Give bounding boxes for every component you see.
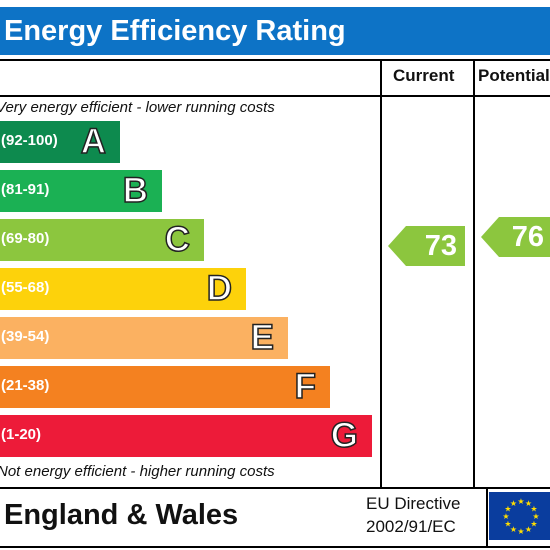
eu-star: ★ — [517, 527, 524, 536]
band-letter: A — [80, 121, 107, 162]
eu-stars: ★ ★★★★★★★★★★★ — [502, 497, 539, 536]
band-range: (81-91) — [1, 181, 50, 198]
page-title: Energy Efficiency Rating — [4, 15, 346, 47]
region-label: England & Wales — [4, 499, 239, 531]
eu-star: ★ — [504, 520, 511, 529]
current-column-header: Current — [393, 66, 455, 85]
directive-line-1: EU Directive — [366, 494, 461, 513]
potential-column-header-clip: Potential — [478, 66, 550, 86]
band-range: (1-20) — [1, 426, 42, 443]
potential-column-header: Potential — [478, 66, 550, 85]
band-letter: D — [206, 268, 233, 309]
band-f: (21-38) F — [0, 366, 330, 408]
potential-rating-arrow: 76 — [481, 217, 550, 257]
band-letter: B — [122, 170, 149, 211]
band-b: (81-91) B — [0, 170, 162, 212]
top-caption-wrap: Very energy efficient - lower running co… — [0, 99, 275, 117]
band-e: (39-54) E — [0, 317, 288, 359]
band-range: (55-68) — [1, 279, 50, 296]
eu-star: ★ — [525, 499, 532, 508]
band-a: (92-100) A — [0, 121, 120, 163]
eu-flag-icon: ★ ★ ★ ★ ★ ★ ★ ★ ★ ★ ★ ★ — [489, 492, 550, 540]
potential-arrow-shape — [481, 217, 550, 257]
directive-line-2: 2002/91/EC — [366, 517, 456, 536]
potential-rating-value: 76 — [511, 221, 544, 253]
band-letter: F — [294, 366, 317, 407]
eu-star: ★ — [530, 505, 537, 514]
current-rating-value: 73 — [424, 230, 457, 262]
band-g: (1-20) G — [0, 415, 372, 457]
current-arrow-shape — [388, 226, 465, 266]
eu-star: ★ — [532, 512, 539, 521]
potential-column-divider — [473, 59, 475, 489]
band-range: (92-100) — [1, 132, 58, 149]
eu-star: ★ — [517, 497, 524, 506]
eu-star: ★ — [525, 525, 532, 534]
current-column-divider — [380, 59, 382, 489]
band-c: (69-80) C — [0, 219, 204, 261]
band-range: (69-80) — [1, 230, 50, 247]
bottom-caption-wrap: Not energy efficient - higher running co… — [0, 463, 275, 481]
eu-star: ★ — [504, 505, 511, 514]
current-rating-arrow: 73 — [388, 226, 465, 266]
eu-star: ★ — [510, 525, 517, 534]
flag-divider — [486, 488, 488, 548]
footer-divider — [0, 487, 550, 489]
band-d: (55-68) D — [0, 268, 246, 310]
band-range: (21-38) — [1, 377, 50, 394]
eu-star: ★ — [530, 520, 537, 529]
eu-star: ★ — [502, 512, 509, 521]
rating-frame — [0, 59, 550, 548]
bottom-caption: Not energy efficient - higher running co… — [0, 463, 275, 480]
header-bar: Energy Efficiency Rating — [0, 7, 550, 55]
band-range: (39-54) — [1, 328, 50, 345]
header-divider — [0, 95, 550, 97]
eu-star: ★ — [510, 499, 517, 508]
top-caption: Very energy efficient - lower running co… — [0, 99, 275, 116]
band-letter: E — [250, 317, 275, 358]
band-letter: G — [330, 415, 359, 456]
band-letter: C — [164, 219, 191, 260]
